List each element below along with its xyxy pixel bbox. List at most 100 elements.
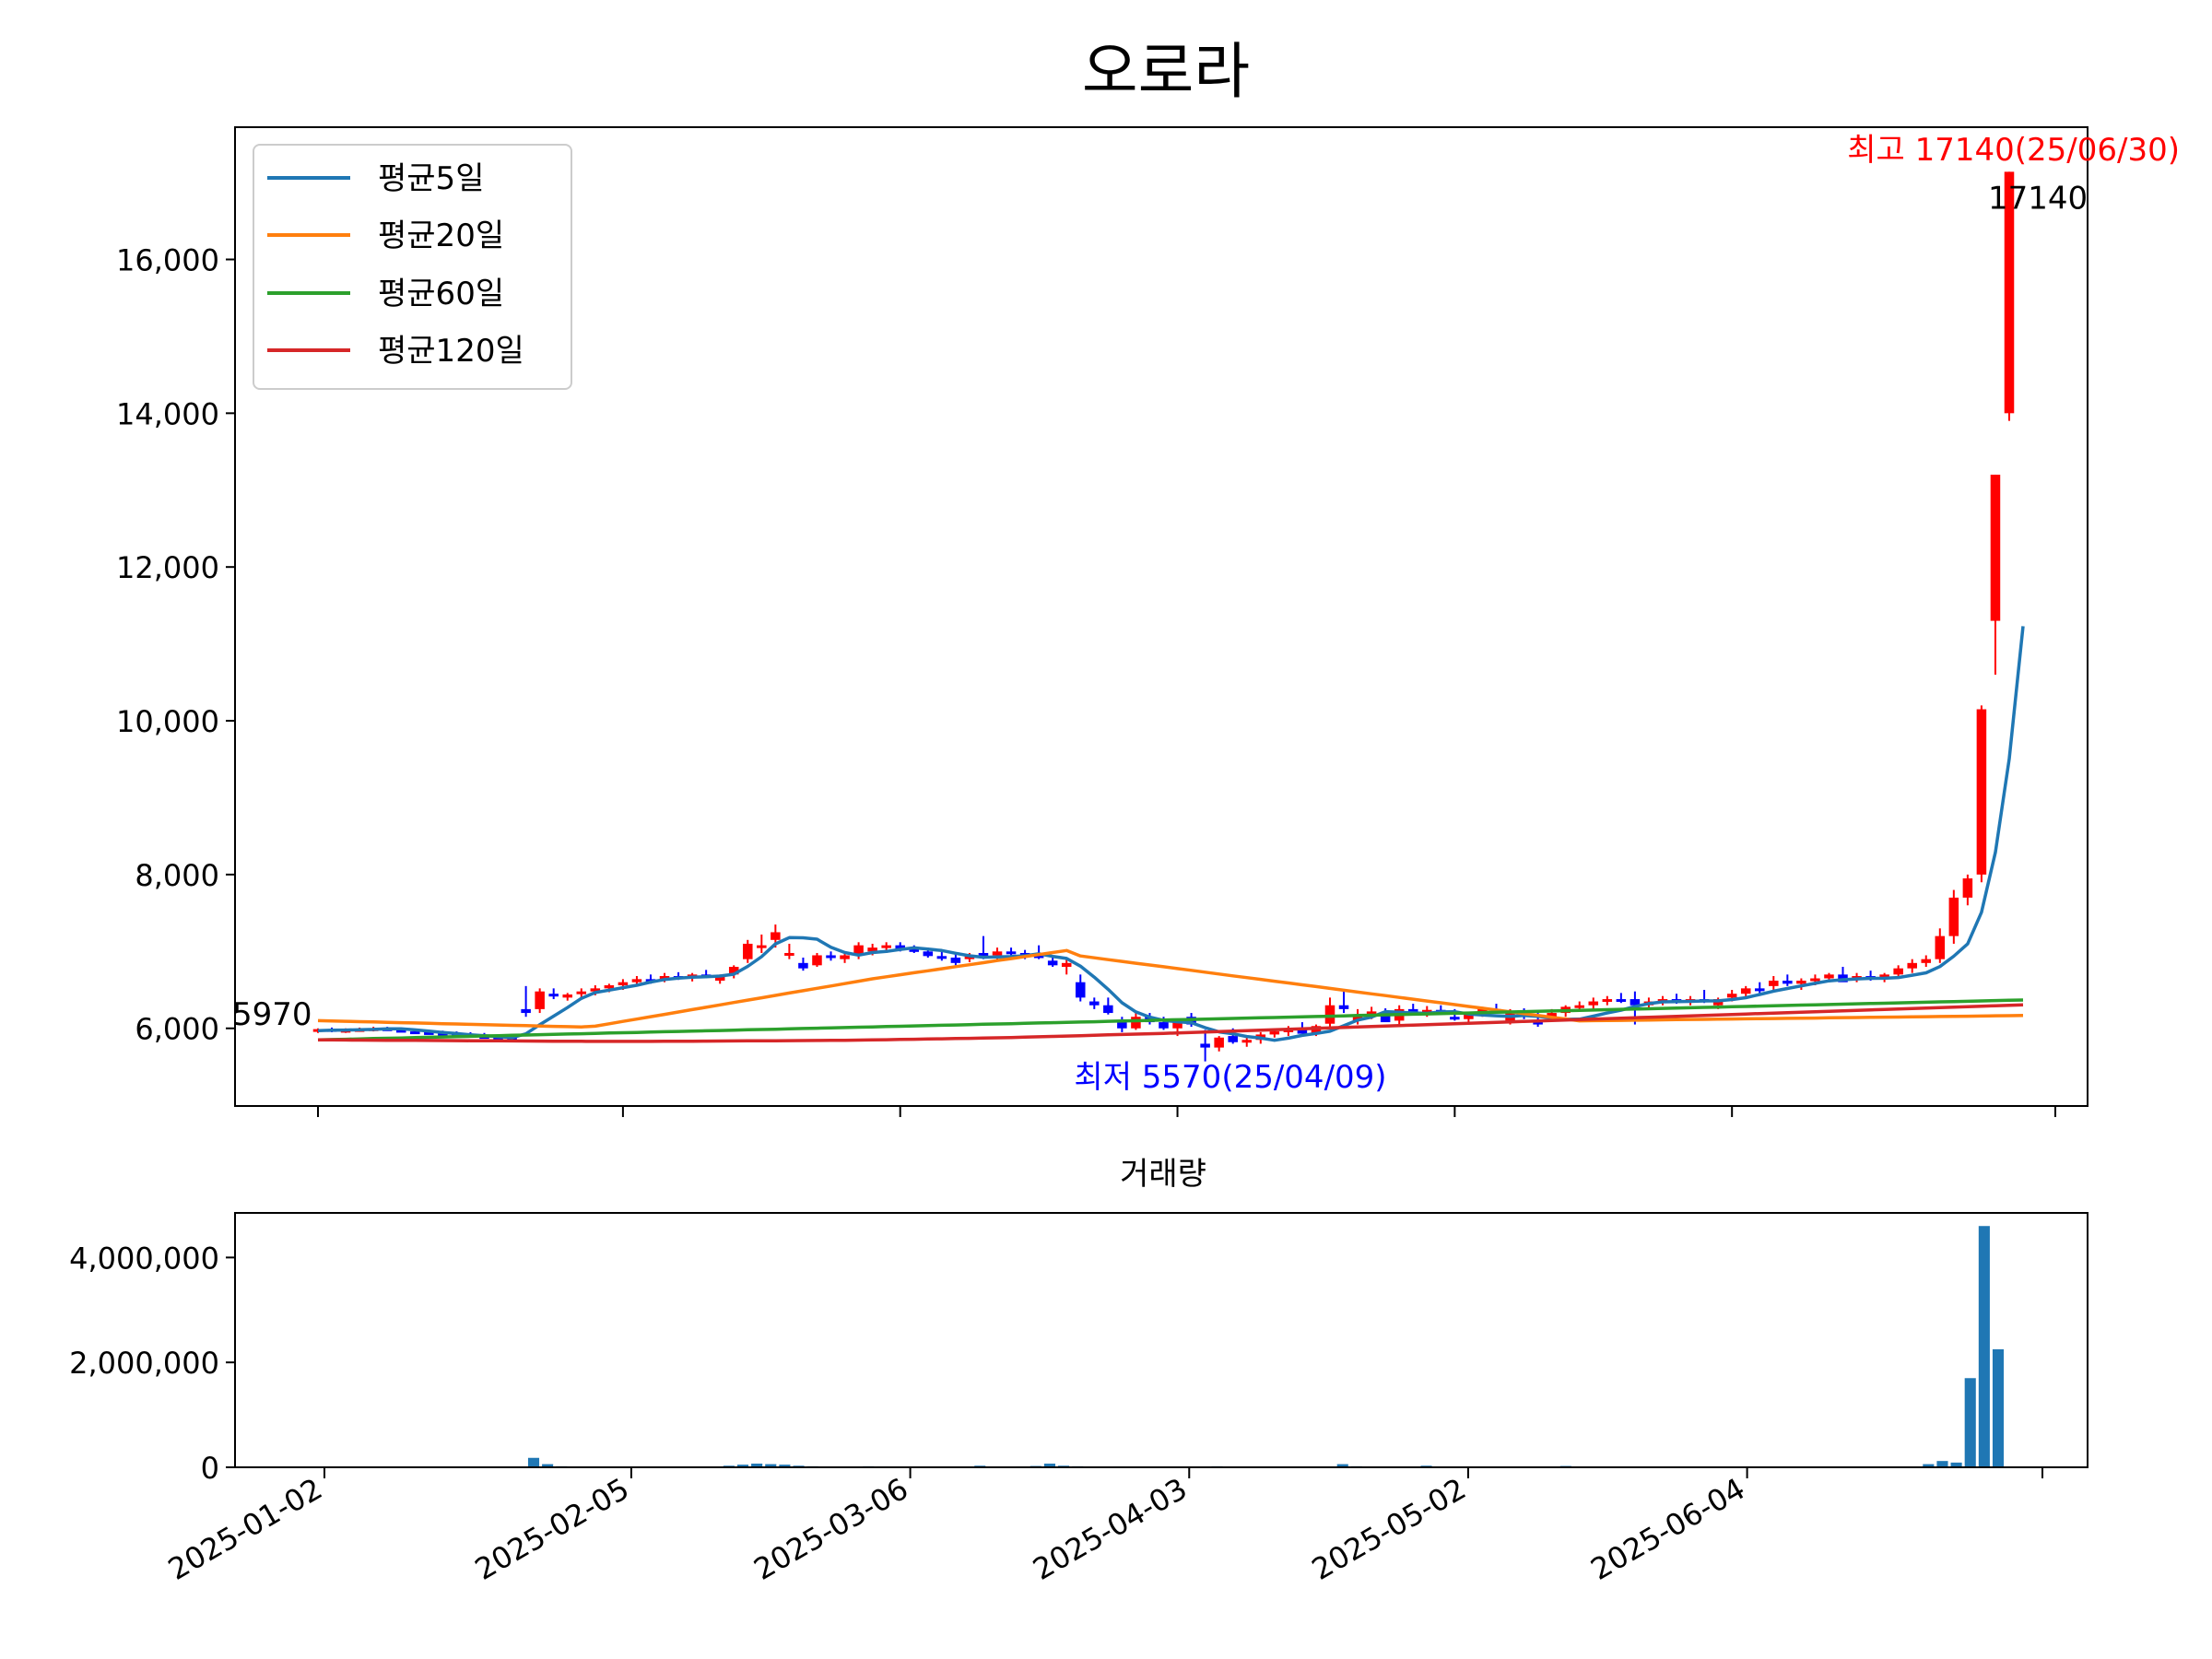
candle-body [936, 956, 947, 959]
candle-body [743, 943, 753, 959]
y-tick-label: 10,000 [116, 704, 219, 739]
candle-body [1200, 1043, 1210, 1048]
moving-average-lines [317, 626, 2025, 1043]
candle-body [978, 952, 989, 956]
price-axis: 6,000 8,000 10,000 12,000 14,000 16,000 [116, 242, 2056, 1117]
volume-panel: 0 2,000,000 4,000,000 2025-01-02 2025-02-05 2… [69, 1212, 2088, 1587]
volume-bar [779, 1465, 791, 1467]
candle-body [826, 955, 836, 959]
candle-body [1574, 1005, 1584, 1008]
candle-body [1089, 1001, 1100, 1006]
candle-body [438, 1032, 448, 1036]
candle-body [1006, 951, 1017, 955]
legend-label-ma20: 평균20일 [378, 218, 504, 254]
candle-body [424, 1031, 434, 1035]
candle-body [1241, 1040, 1253, 1043]
candle-body [1324, 1005, 1335, 1024]
candle-body [1948, 897, 1959, 936]
volume-y-tick-label: 0 [201, 1451, 219, 1486]
x-tick-label: 2025-04-03 [1027, 1471, 1193, 1587]
volume-bar [1978, 1226, 1990, 1467]
candle-body [1769, 981, 1779, 986]
candle-body [1533, 1020, 1543, 1025]
candle-body [714, 976, 725, 982]
candle-body [1075, 982, 1086, 998]
candle-body [1893, 968, 1903, 975]
candle-body [909, 948, 920, 952]
candle-body [1352, 1014, 1363, 1021]
candle-body [895, 945, 905, 949]
candle-body [535, 991, 545, 1009]
candle-body [853, 945, 864, 956]
legend-box [253, 144, 572, 390]
ma20-line [317, 948, 2024, 1029]
candle-body [1796, 981, 1806, 984]
y-tick-label: 6,000 [135, 1012, 219, 1047]
x-tick-label: 2025-02-05 [469, 1471, 635, 1587]
candle-body [1879, 974, 1889, 979]
candle-body [1740, 988, 1751, 994]
ma120-line [318, 1003, 2024, 1043]
candle-body [992, 951, 1003, 956]
x-tick-label: 2025-01-02 [162, 1471, 328, 1587]
candle-body [604, 985, 615, 989]
candle-body [1131, 1017, 1141, 1029]
candle-body [562, 994, 573, 998]
volume-bar [1043, 1464, 1055, 1467]
candle-body [1380, 1013, 1391, 1023]
candle-body [923, 951, 934, 957]
y-tick-label: 12,000 [116, 550, 219, 585]
candle-body [1117, 1020, 1127, 1029]
legend-label-ma120: 평균120일 [378, 333, 524, 370]
candle-body [410, 1031, 420, 1035]
volume-bar [751, 1464, 763, 1467]
candle-body [1407, 1008, 1418, 1012]
candle-body [1990, 475, 2001, 621]
chart-title: 오로라 [1082, 36, 1250, 107]
low-annotation: 최저 5570(25/04/09) [1074, 1059, 1386, 1096]
ma60-line [317, 998, 2024, 1042]
candle-body [1450, 1017, 1460, 1020]
volume-bar [1992, 1348, 2005, 1467]
volume-bar [542, 1464, 554, 1467]
candle-body [1061, 962, 1072, 968]
candle-body [1602, 999, 1613, 1003]
candle-body [1338, 1005, 1349, 1009]
candle-body [771, 932, 781, 940]
y-tick-label: 16,000 [116, 242, 219, 277]
candle-body [728, 967, 739, 975]
candle-body [1172, 1022, 1182, 1029]
candle-body [798, 962, 808, 969]
x-tick-label: 2025-03-06 [748, 1471, 914, 1587]
candle-body [1726, 994, 1737, 998]
candle-body [631, 979, 642, 982]
volume-bar [1923, 1464, 1935, 1467]
candle-body [1810, 978, 1820, 982]
volume-bar [765, 1464, 777, 1467]
candle-body [1616, 999, 1627, 1003]
candle-body [1783, 981, 1793, 984]
candle-body [1754, 988, 1765, 992]
candle-body [521, 1008, 531, 1014]
candle-body [548, 994, 559, 997]
candle-body [1103, 1005, 1113, 1014]
candle-body [1047, 960, 1058, 966]
candle-body [881, 945, 891, 948]
volume-y-tick-label: 4,000,000 [69, 1241, 219, 1276]
candle-body [1588, 1001, 1599, 1006]
candle-body [1269, 1031, 1280, 1035]
candle-body [576, 991, 587, 994]
x-tick-label: 2025-06-04 [1585, 1471, 1751, 1587]
volume-bar [1964, 1378, 1976, 1467]
candle-body [395, 1030, 406, 1033]
legend-label-ma60: 평균60일 [378, 276, 504, 312]
candle-body [1422, 1009, 1432, 1013]
candle-body [1921, 959, 1932, 963]
volume-bar [1950, 1462, 1962, 1467]
candle-body [757, 945, 767, 948]
start-value-label: 5970 [232, 996, 312, 1033]
candle-body [618, 982, 629, 986]
candle-body [1962, 878, 1973, 898]
